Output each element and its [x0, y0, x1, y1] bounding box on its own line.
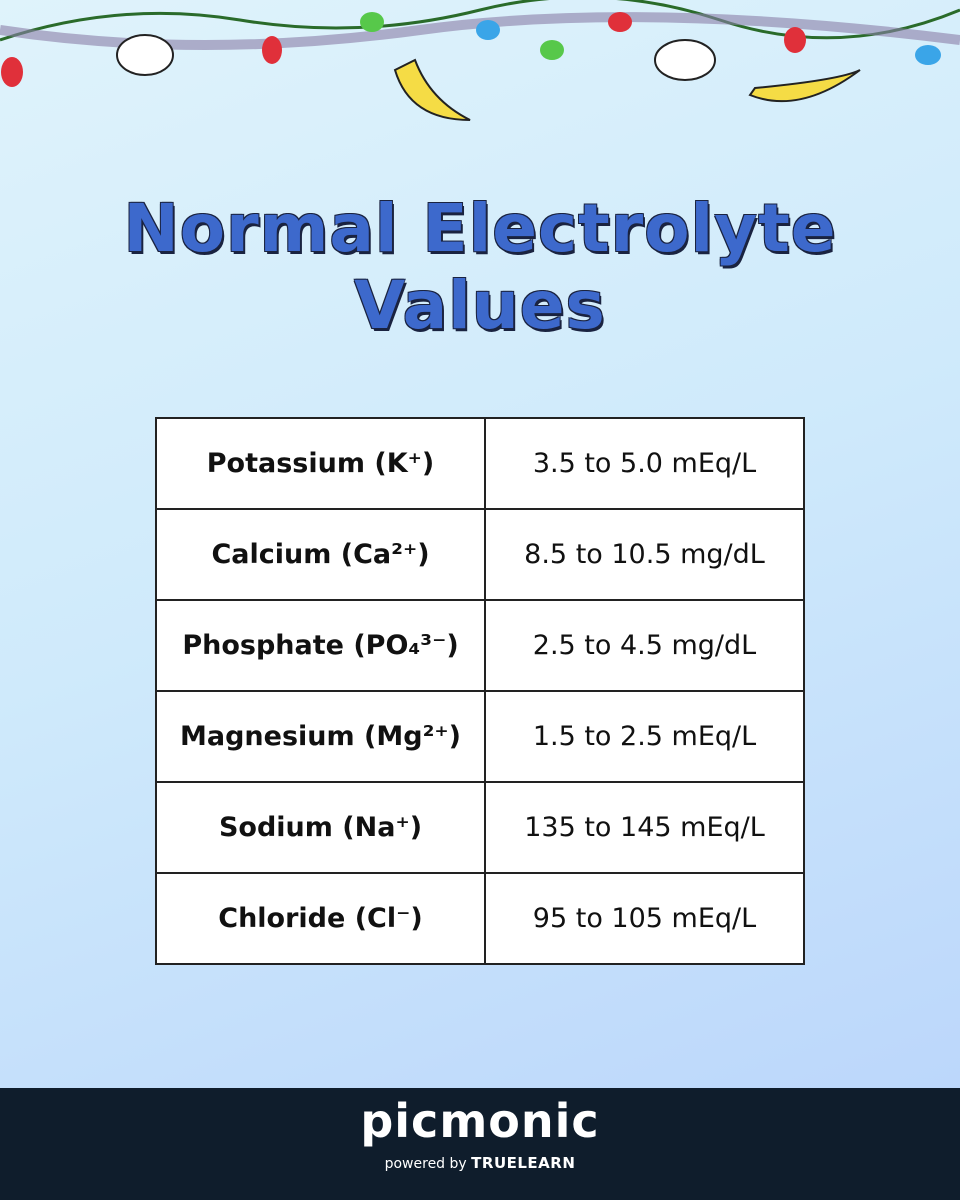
- table-row: Potassium (K⁺) 3.5 to 5.0 mEq/L: [155, 417, 805, 510]
- powered-text: powered by: [384, 1156, 467, 1172]
- table-row: Calcium (Ca²⁺) 8.5 to 10.5 mg/dL: [155, 508, 805, 601]
- normal-range: 135 to 145 mEq/L: [484, 781, 805, 874]
- brand: picmonic: [360, 1094, 600, 1148]
- powered-by: powered by TRUELEARN: [0, 1154, 960, 1172]
- table-row: Phosphate (PO₄³⁻) 2.5 to 4.5 mg/dL: [155, 599, 805, 692]
- electrolyte-name: Phosphate (PO₄³⁻): [155, 599, 486, 692]
- normal-range: 8.5 to 10.5 mg/dL: [484, 508, 805, 601]
- electrolyte-name: Potassium (K⁺): [155, 417, 486, 510]
- electrolyte-name: Magnesium (Mg²⁺): [155, 690, 486, 783]
- normal-range: 1.5 to 2.5 mEq/L: [484, 690, 805, 783]
- electrolyte-name: Calcium (Ca²⁺): [155, 508, 486, 601]
- normal-range: 3.5 to 5.0 mEq/L: [484, 417, 805, 510]
- electrolyte-name: Chloride (Cl⁻): [155, 872, 486, 965]
- table-row: Chloride (Cl⁻) 95 to 105 mEq/L: [155, 872, 805, 965]
- normal-range: 95 to 105 mEq/L: [484, 872, 805, 965]
- footer: picmonic powered by TRUELEARN: [0, 1088, 960, 1200]
- garland: [0, 0, 960, 121]
- electrolyte-name: Sodium (Na⁺): [155, 781, 486, 874]
- table: Potassium (K⁺) 3.5 to 5.0 mEq/L Calcium (C…: [155, 417, 805, 965]
- title: Normal Electrolyte Values: [123, 190, 837, 344]
- table-row: Sodium (Na⁺) 135 to 145 mEq/L: [155, 781, 805, 874]
- normal-range: 2.5 to 4.5 mg/dL: [484, 599, 805, 692]
- table-row: Magnesium (Mg²⁺) 1.5 to 2.5 mEq/L: [155, 690, 805, 783]
- partner: TRUELEARN: [471, 1154, 576, 1172]
